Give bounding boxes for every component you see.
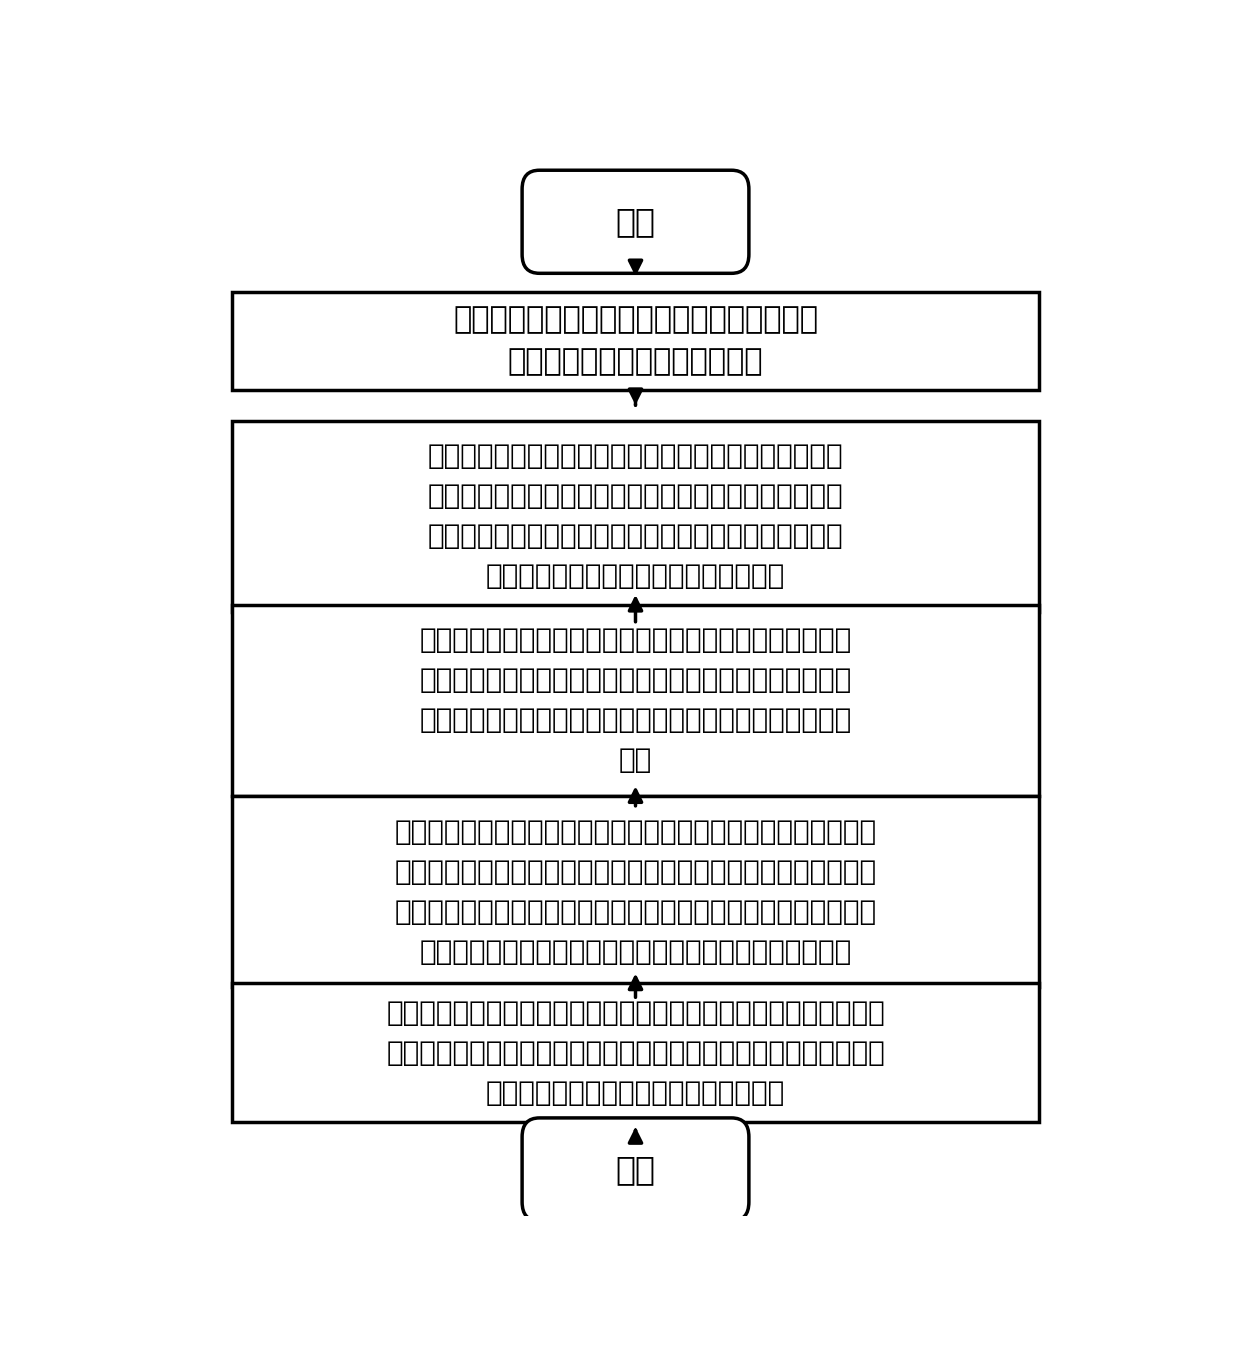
FancyBboxPatch shape	[522, 171, 749, 273]
Bar	[232, 292, 1039, 389]
Text: 根据油门踏板开度和车速解析得到整车需求功
率，并根据车速得到驱动轮转速: 根据油门踏板开度和车速解析得到整车需求功 率，并根据车速得到驱动轮转速	[453, 305, 818, 376]
FancyBboxPatch shape	[522, 1117, 749, 1221]
Bar	[232, 421, 1039, 612]
Text: 将整车需求功率平滑处理得到滤波后整车需求功率，将滤波
后整车需求功率进行限制得到整车限制需求功率，根据整车
限制需求功率和预设的整车限制转速计算得到整车最终需求: 将整车需求功率平滑处理得到滤波后整车需求功率，将滤波 后整车需求功率进行限制得到…	[419, 626, 852, 775]
Text: 结束: 结束	[615, 1153, 656, 1186]
Bar	[232, 984, 1039, 1121]
Text: 根据第一离合器的滑摩锁止扭矩、第二离合器的滑摩锁止扭矩、驱
动轴驱动扭矩和整车最终需求扭矩构建以小电机端角加速度和大电
机端角加速度为优化变量、小电机需求扭矩和: 根据第一离合器的滑摩锁止扭矩、第二离合器的滑摩锁止扭矩、驱 动轴驱动扭矩和整车最…	[394, 818, 877, 966]
Text: 根据整车需求功率和驱动轮转速，依据混动动力驱动模式
相对应的动力学、运动学约束关系及第一离合器、第二离
合器的状态，估算得到第一离合器的滑摩锁止扭矩、第二
离合: 根据整车需求功率和驱动轮转速，依据混动动力驱动模式 相对应的动力学、运动学约束关…	[428, 443, 843, 590]
Bar	[232, 605, 1039, 796]
Text: 开始: 开始	[615, 205, 656, 238]
Text: 根据小电机、大电机的需求扭矩及发动机实际功率应用第一离合器、
第二离合器的分阶段控制及标定方法，相应得到发动机需求扭矩、第
一离合器需求扭矩和第二离合器需求扭矩: 根据小电机、大电机的需求扭矩及发动机实际功率应用第一离合器、 第二离合器的分阶段…	[386, 999, 885, 1106]
Bar	[232, 796, 1039, 988]
